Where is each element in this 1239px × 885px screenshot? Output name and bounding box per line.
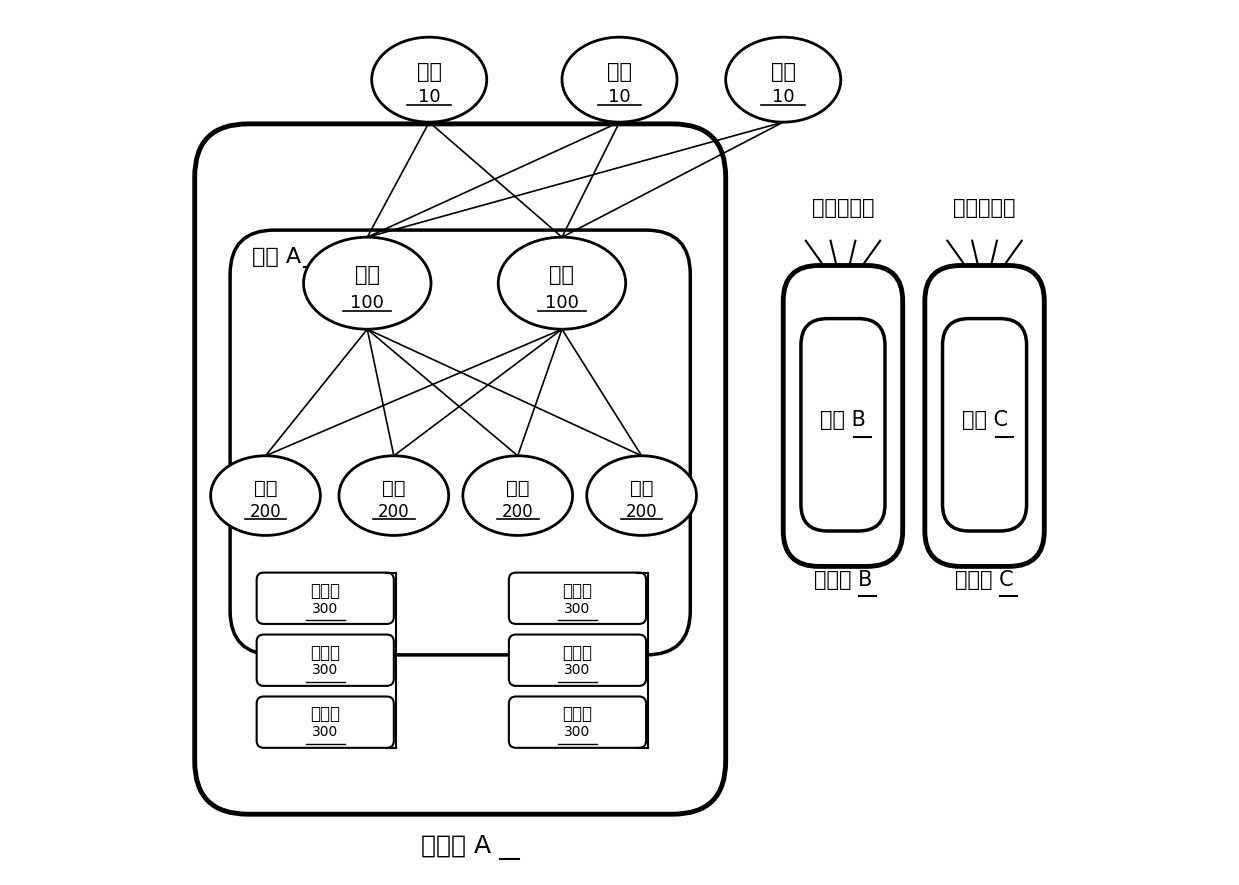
Ellipse shape (498, 237, 626, 329)
Text: 叶子: 叶子 (254, 479, 278, 498)
Text: 连接到核心: 连接到核心 (812, 198, 875, 218)
Text: 300: 300 (564, 602, 591, 616)
Text: 主干: 主干 (354, 265, 380, 285)
Text: 服务器: 服务器 (563, 581, 592, 599)
Text: 10: 10 (772, 88, 794, 106)
FancyBboxPatch shape (800, 319, 885, 531)
Text: 10: 10 (608, 88, 631, 106)
Text: 服务器: 服务器 (310, 643, 341, 661)
Ellipse shape (463, 456, 572, 535)
Text: 连接到核心: 连接到核心 (953, 198, 1016, 218)
FancyBboxPatch shape (509, 696, 646, 748)
Text: 核心: 核心 (771, 62, 795, 82)
FancyBboxPatch shape (783, 266, 903, 566)
Text: 300: 300 (312, 664, 338, 678)
Text: 服务器: 服务器 (310, 581, 341, 599)
Text: 叶子: 叶子 (629, 479, 653, 498)
Ellipse shape (587, 456, 696, 535)
Text: 200: 200 (378, 504, 410, 521)
Text: 服务器: 服务器 (563, 705, 592, 723)
FancyBboxPatch shape (943, 319, 1027, 531)
FancyBboxPatch shape (195, 124, 726, 814)
FancyBboxPatch shape (230, 230, 690, 655)
Text: 核心: 核心 (416, 62, 442, 82)
Ellipse shape (339, 456, 449, 535)
FancyBboxPatch shape (509, 573, 646, 624)
Text: 架构 B: 架构 B (820, 411, 866, 430)
Text: 部署点 B: 部署点 B (814, 570, 872, 589)
FancyBboxPatch shape (924, 266, 1044, 566)
Text: 200: 200 (502, 504, 534, 521)
Text: 10: 10 (418, 88, 441, 106)
Text: 300: 300 (312, 726, 338, 740)
Text: 服务器: 服务器 (310, 705, 341, 723)
Text: 主干: 主干 (549, 265, 575, 285)
FancyBboxPatch shape (256, 573, 394, 624)
Text: 300: 300 (564, 664, 591, 678)
FancyBboxPatch shape (256, 635, 394, 686)
Text: 100: 100 (545, 294, 579, 312)
Text: 200: 200 (626, 504, 658, 521)
Ellipse shape (372, 37, 487, 122)
Text: 200: 200 (250, 504, 281, 521)
Text: 叶子: 叶子 (382, 479, 405, 498)
Ellipse shape (726, 37, 841, 122)
Text: 300: 300 (312, 602, 338, 616)
Text: 架构 C: 架构 C (961, 411, 1007, 430)
Ellipse shape (211, 456, 321, 535)
Text: 核心: 核心 (607, 62, 632, 82)
Text: 部署点 C: 部署点 C (955, 570, 1014, 589)
FancyBboxPatch shape (509, 635, 646, 686)
Ellipse shape (563, 37, 676, 122)
Text: 300: 300 (564, 726, 591, 740)
Text: 架构 A: 架构 A (253, 247, 301, 266)
Ellipse shape (304, 237, 431, 329)
Text: 部署点 A: 部署点 A (421, 833, 491, 858)
Text: 服务器: 服务器 (563, 643, 592, 661)
Text: 叶子: 叶子 (506, 479, 529, 498)
FancyBboxPatch shape (256, 696, 394, 748)
Text: 100: 100 (351, 294, 384, 312)
